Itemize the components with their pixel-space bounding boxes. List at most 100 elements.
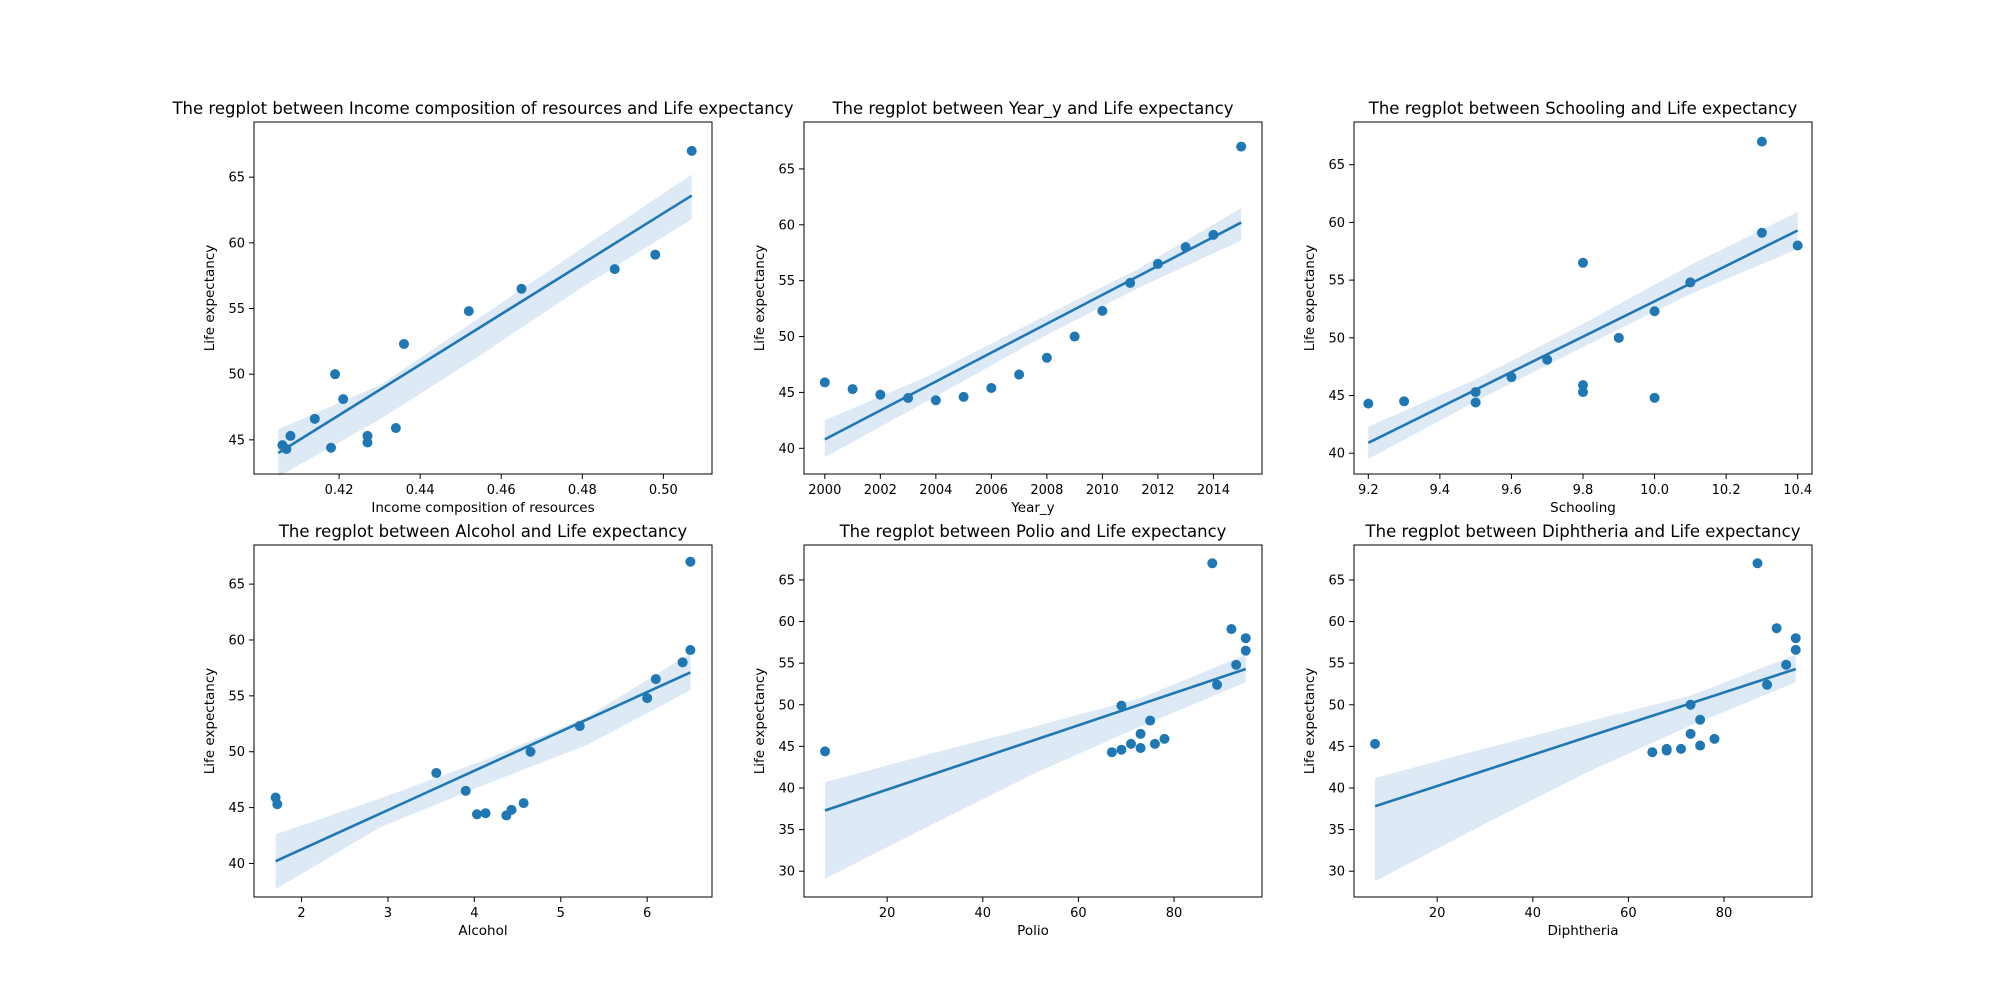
subplot-3: 9.2 9.4 9.6 9.8 10.0 10.2 10.4 40 45 50 55 60 65 The … [1302, 99, 1813, 516]
regression-line [1367, 229, 1799, 445]
subplot-1: 0.42 0.44 0.46 0.48 0.50 45 50 55 60 65 The regplo… [171, 99, 793, 516]
y-tick-label: 55 [1328, 657, 1345, 672]
chart-title: The regplot between Diphtheria and Life … [1365, 522, 1801, 541]
data-point [1399, 396, 1410, 407]
y-tick-label: 60 [1328, 216, 1345, 231]
data-point [1709, 733, 1720, 744]
x-tick-label: 0.46 [487, 483, 516, 498]
data-point [685, 556, 696, 567]
y-tick-label: 60 [1328, 615, 1345, 630]
x-axis-label: Income composition of resources [371, 500, 594, 516]
data-point [1792, 240, 1803, 251]
x-tick-label: 2000 [808, 483, 841, 498]
y-tick-label: 55 [228, 302, 245, 317]
x-axis-label: Schooling [1550, 500, 1616, 516]
data-point [609, 264, 620, 275]
data-point [1661, 743, 1672, 754]
data-point [1613, 332, 1624, 343]
data-point [516, 283, 527, 294]
y-tick-label: 65 [1328, 573, 1345, 588]
data-point [326, 442, 337, 453]
x-tick-label: 0.44 [406, 483, 435, 498]
data-point [820, 746, 831, 757]
y-tick-label: 40 [778, 781, 795, 796]
confidence-band [824, 208, 1242, 458]
y-axis-label: Life expectancy [1302, 668, 1318, 775]
axes-frame [803, 121, 1263, 475]
data-point [1159, 733, 1170, 744]
data-point [1578, 380, 1588, 391]
data-point [930, 395, 941, 406]
data-point [1756, 136, 1767, 147]
data-point [1125, 277, 1136, 288]
y-tick-label: 50 [228, 368, 245, 383]
y-tick-label: 65 [228, 578, 245, 593]
data-point [642, 693, 653, 704]
data-point [1363, 398, 1374, 409]
data-point [1240, 645, 1251, 656]
data-point [1135, 728, 1146, 739]
data-point [1208, 229, 1219, 240]
y-axis-label: Life expectancy [752, 245, 768, 352]
y-tick-label: 45 [778, 386, 795, 401]
data-point [1135, 743, 1146, 754]
data-point [1781, 659, 1792, 670]
data-point [1014, 369, 1025, 380]
confidence-band [1375, 654, 1796, 882]
data-point [1145, 715, 1156, 726]
x-tick-label: 80 [1166, 906, 1183, 921]
data-point [1695, 740, 1706, 751]
axes-frame [803, 544, 1263, 898]
data-point [986, 382, 997, 393]
y-tick-label: 40 [1328, 447, 1345, 462]
x-tick-label: 2002 [864, 483, 897, 498]
x-tick-label: 5 [557, 906, 565, 921]
x-tick-label: 2008 [1030, 483, 1063, 498]
data-point [1069, 331, 1080, 342]
x-tick-label: 3 [384, 906, 392, 921]
data-point [1180, 242, 1191, 253]
chart-title: The regplot between Income composition o… [171, 99, 793, 118]
y-tick-label: 35 [1328, 823, 1345, 838]
data-point [903, 393, 914, 404]
x-tick-label: 4 [470, 906, 478, 921]
data-point [471, 809, 482, 820]
data-point [650, 249, 661, 260]
x-axis-label: Year_y [1010, 500, 1054, 516]
x-tick-label: 10.4 [1783, 483, 1812, 498]
y-tick-label: 40 [1328, 781, 1345, 796]
data-point [1231, 659, 1242, 670]
regression-line [277, 194, 693, 455]
x-tick-label: 9.6 [1501, 483, 1522, 498]
axes-frame [1353, 544, 1813, 898]
y-tick-label: 55 [228, 689, 245, 704]
data-point [1370, 738, 1381, 749]
y-tick-label: 50 [778, 330, 795, 345]
data-point [518, 798, 529, 809]
data-point [1649, 392, 1660, 403]
y-tick-label: 55 [1328, 274, 1345, 289]
y-tick-label: 40 [778, 442, 795, 457]
data-point [285, 430, 296, 441]
data-point [330, 369, 341, 380]
data-point [1676, 743, 1687, 754]
data-point [431, 767, 442, 778]
data-point [1116, 700, 1127, 711]
y-axis-label: Life expectancy [752, 668, 768, 775]
x-tick-label: 0.42 [325, 483, 354, 498]
y-tick-label: 50 [1328, 331, 1345, 346]
data-point [958, 391, 969, 402]
chart-title: The regplot between Schooling and Life e… [1368, 99, 1798, 118]
data-point [281, 444, 292, 455]
y-tick-label: 45 [778, 740, 795, 755]
y-tick-label: 45 [228, 801, 245, 816]
x-tick-label: 60 [1070, 906, 1087, 921]
y-axis-label: Life expectancy [202, 245, 218, 352]
y-tick-label: 65 [778, 573, 795, 588]
y-tick-label: 45 [1328, 389, 1345, 404]
data-point [1240, 633, 1251, 644]
x-tick-label: 10.2 [1712, 483, 1741, 498]
y-axis-label: Life expectancy [1302, 245, 1318, 352]
